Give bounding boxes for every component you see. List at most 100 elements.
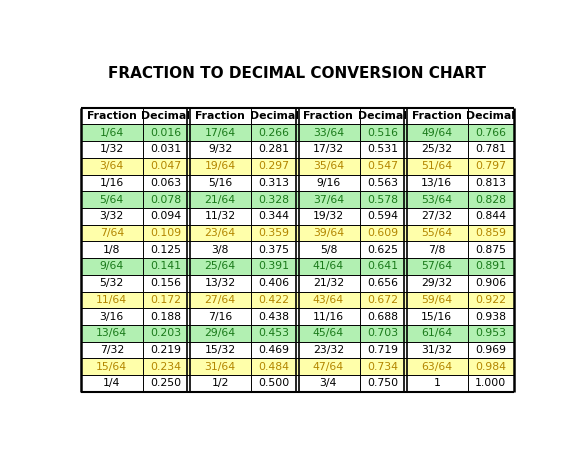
Bar [405,124,468,141]
Bar [81,292,143,308]
Bar [297,158,360,175]
Text: 3/4: 3/4 [320,378,337,388]
Text: 19/64: 19/64 [205,161,235,171]
Bar [360,241,405,258]
Bar [189,241,251,258]
Text: 51/64: 51/64 [421,161,452,171]
Text: 0.094: 0.094 [150,212,182,221]
Text: 0.906: 0.906 [476,278,506,288]
Text: 0.500: 0.500 [259,378,290,388]
Text: 0.531: 0.531 [367,144,398,154]
Bar [189,308,251,325]
Bar [189,175,251,191]
Bar [360,325,405,342]
Bar [405,108,468,124]
Text: 0.281: 0.281 [259,144,290,154]
Text: 0.672: 0.672 [367,295,398,305]
Text: 0.078: 0.078 [150,195,182,205]
Text: 5/32: 5/32 [100,278,124,288]
Bar [251,208,297,225]
Bar [360,308,405,325]
Bar [360,108,405,124]
Text: 43/64: 43/64 [313,295,344,305]
Text: 63/64: 63/64 [421,362,452,372]
Bar [360,292,405,308]
Bar [297,225,360,241]
Bar [189,191,251,208]
Bar [405,141,468,158]
Bar [297,191,360,208]
Bar [297,308,360,325]
Bar [189,208,251,225]
Bar [468,342,514,358]
Text: 0.375: 0.375 [259,245,290,255]
Bar [251,241,297,258]
Bar [81,325,143,342]
Bar [189,225,251,241]
Text: 0.656: 0.656 [367,278,398,288]
Text: 55/64: 55/64 [421,228,452,238]
Bar [143,358,189,375]
Text: 5/16: 5/16 [208,178,232,188]
Text: 0.938: 0.938 [476,312,506,322]
Bar [81,108,143,124]
Text: 9/16: 9/16 [316,178,340,188]
Text: Decimal: Decimal [466,111,515,121]
Text: 0.234: 0.234 [150,362,182,372]
Bar [360,141,405,158]
Text: 25/64: 25/64 [205,261,235,271]
Text: 33/64: 33/64 [313,128,344,138]
Text: 0.188: 0.188 [150,312,182,322]
Text: 0.625: 0.625 [367,245,398,255]
Text: 0.297: 0.297 [259,161,290,171]
Bar [297,141,360,158]
Bar [405,325,468,342]
Text: 59/64: 59/64 [421,295,452,305]
Bar [468,241,514,258]
Text: Decimal: Decimal [250,111,299,121]
Text: 0.063: 0.063 [150,178,182,188]
Text: 0.266: 0.266 [259,128,290,138]
Bar [360,208,405,225]
Text: 17/64: 17/64 [205,128,235,138]
Text: 0.031: 0.031 [150,144,182,154]
Text: 47/64: 47/64 [313,362,344,372]
Text: 7/8: 7/8 [428,245,445,255]
Text: 21/64: 21/64 [205,195,235,205]
Bar [189,292,251,308]
Bar [297,342,360,358]
Text: 0.125: 0.125 [150,245,182,255]
Bar [143,141,189,158]
Text: 1/2: 1/2 [211,378,229,388]
Text: 3/64: 3/64 [100,161,124,171]
Bar [189,342,251,358]
Bar [251,191,297,208]
Bar [81,342,143,358]
Text: 0.844: 0.844 [476,212,506,221]
Text: 0.781: 0.781 [476,144,506,154]
Bar [468,275,514,292]
Text: 3/16: 3/16 [100,312,124,322]
Text: 0.359: 0.359 [259,228,290,238]
Bar [143,191,189,208]
Text: 57/64: 57/64 [421,261,452,271]
Bar [189,275,251,292]
Text: 1/8: 1/8 [103,245,121,255]
Text: 37/64: 37/64 [313,195,344,205]
Bar [405,292,468,308]
Text: 3/32: 3/32 [100,212,124,221]
Bar [251,124,297,141]
Text: 5/64: 5/64 [100,195,124,205]
Bar [81,225,143,241]
Bar [143,175,189,191]
Bar [297,292,360,308]
Text: 0.828: 0.828 [476,195,506,205]
Text: 31/32: 31/32 [421,345,452,355]
Bar [251,308,297,325]
Text: 61/64: 61/64 [421,328,452,338]
Text: Fraction: Fraction [412,111,462,121]
Bar [143,124,189,141]
Bar [297,124,360,141]
Bar [297,241,360,258]
Bar [405,191,468,208]
